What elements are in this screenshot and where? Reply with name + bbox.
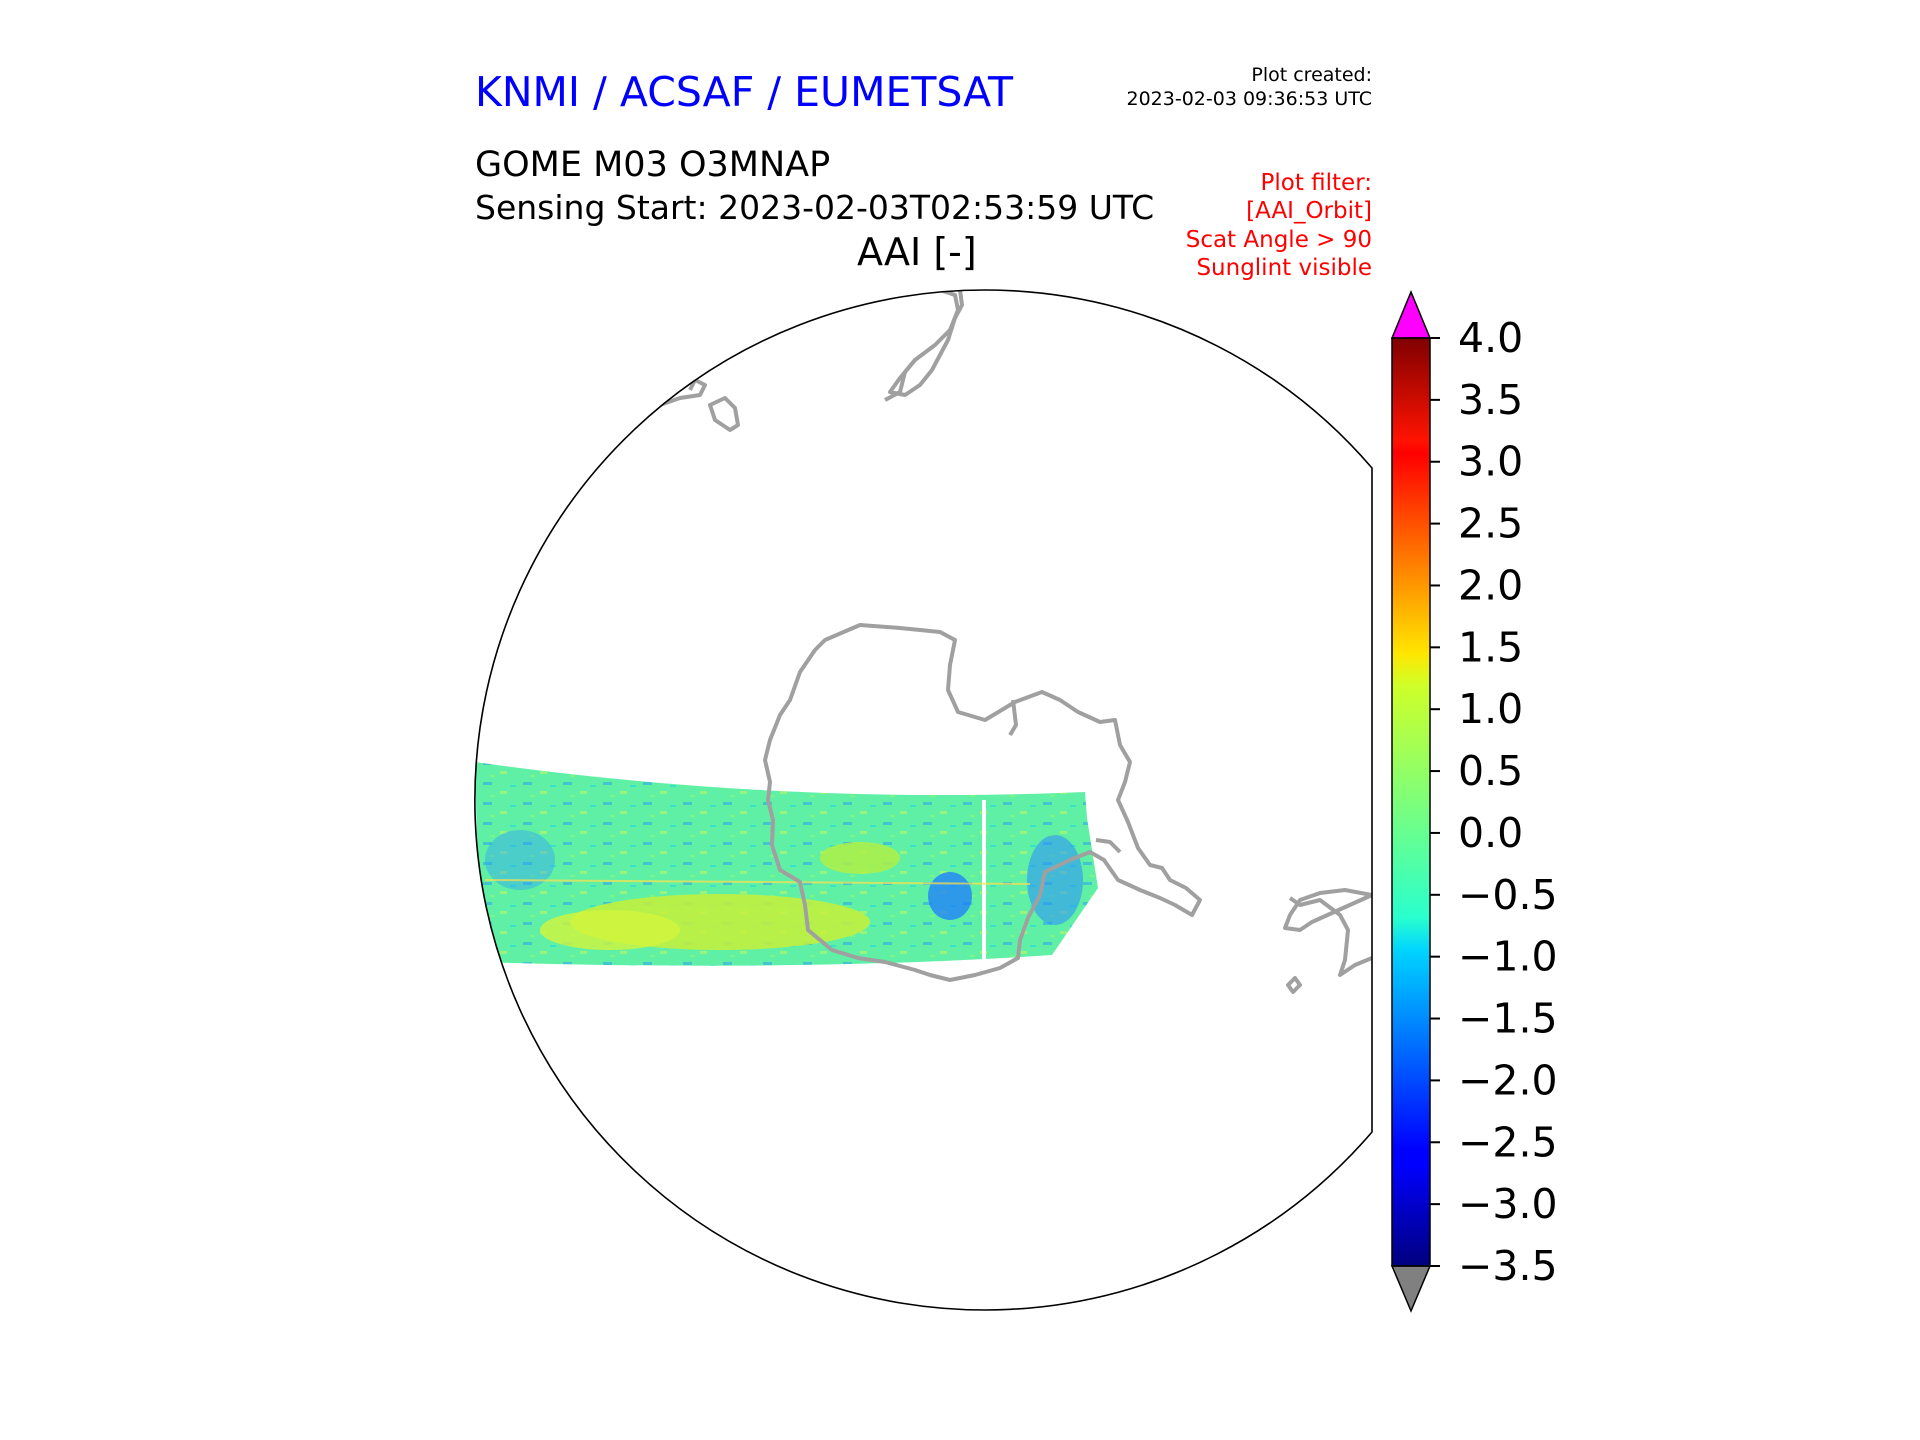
colorbar-tick-label: −2.0 — [1458, 1056, 1558, 1104]
colorbar-tick-label: −1.5 — [1458, 995, 1558, 1043]
filter-line: [AAI_Orbit] — [1246, 198, 1372, 224]
colorbar-tick-label: −2.5 — [1458, 1118, 1558, 1166]
parameter-title: AAI [-] — [857, 230, 977, 274]
globe-outline — [474, 289, 1373, 1311]
colorbar-tick-label: 1.5 — [1458, 623, 1523, 671]
colorbar-tick-label: 4.0 — [1458, 314, 1523, 362]
colorbar-over-arrow — [1390, 290, 1432, 339]
colorbar-tick-label: −0.5 — [1458, 871, 1558, 919]
antarctica-coastline — [763, 623, 1202, 982]
colorbar-tick-label: 2.5 — [1458, 500, 1523, 548]
coastlines — [659, 290, 1373, 994]
australia-coastline — [659, 378, 740, 432]
product-title: GOME M03 O3MNAP — [475, 145, 831, 185]
plot-created-label: Plot created: — [1251, 64, 1372, 86]
filter-line: Scat Angle > 90 — [1185, 227, 1372, 253]
island-coastline — [1283, 888, 1373, 977]
colorbar-under-arrow — [1390, 1265, 1432, 1313]
colorbar-tick-label: 2.0 — [1458, 561, 1523, 609]
data-swath — [475, 762, 1098, 966]
colorbar-tick-label: 3.5 — [1458, 376, 1523, 424]
plot-created-time: 2023-02-03 09:36:53 UTC — [1126, 88, 1373, 110]
colorbar-tick-label: 3.0 — [1458, 438, 1523, 486]
colorbar-tick-label: −1.0 — [1458, 933, 1558, 981]
colorbar-tick-label: 0.5 — [1458, 747, 1523, 795]
sensing-start: Sensing Start: 2023-02-03T02:53:59 UTC — [475, 188, 1155, 227]
colorbar-tick-label: 0.0 — [1458, 809, 1523, 857]
filter-line: Plot filter: — [1260, 170, 1372, 196]
map-area — [474, 289, 1373, 1311]
organization-title: KNMI / ACSAF / EUMETSAT — [475, 68, 1014, 116]
colorbar: 4.0 3.5 3.0 2.5 2.0 1.5 1.0 0.5 0.0 −0.5 −1.0 −1.5 −… — [1390, 290, 1558, 1313]
colorbar-tick-label: 1.0 — [1458, 685, 1523, 733]
colorbar-tick-label: −3.0 — [1458, 1180, 1558, 1228]
colorbar-tick-label: −3.5 — [1458, 1242, 1558, 1290]
filter-line: Sunglint visible — [1196, 255, 1372, 281]
new-zealand-coastline — [888, 290, 964, 397]
colorbar-gradient — [1392, 338, 1430, 1266]
